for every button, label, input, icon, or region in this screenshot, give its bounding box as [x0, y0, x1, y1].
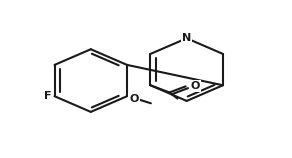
Text: N: N: [182, 33, 191, 43]
Text: O: O: [190, 81, 200, 91]
Text: O: O: [129, 94, 139, 104]
Text: F: F: [44, 91, 52, 101]
